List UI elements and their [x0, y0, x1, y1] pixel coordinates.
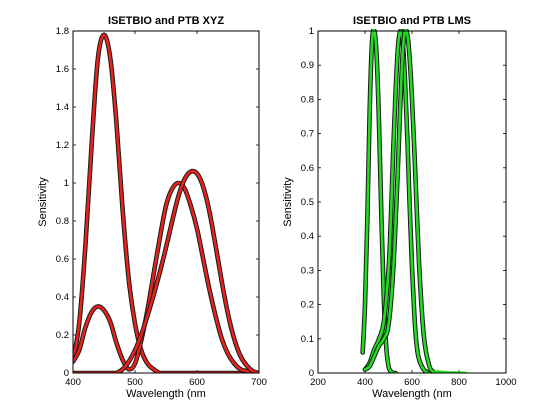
x-tick-label: 200 — [310, 377, 326, 388]
lms-chart-ylabel: Sensitivity — [282, 177, 294, 227]
y-tick-label: 1.8 — [56, 26, 69, 37]
xyz-chart-series — [73, 32, 259, 373]
x-tick-label: 1000 — [495, 377, 516, 388]
y-tick-label: 0.1 — [301, 334, 314, 345]
xyz-chart-ticks: 400 500 600 700 0 0.2 0.4 0.6 0.8 1 1.2 1.4 1.6 1.8 — [56, 26, 267, 388]
y-tick-label: 0.4 — [301, 231, 314, 242]
y-tick-label: 0.5 — [301, 197, 314, 208]
y-tick-label: 1.4 — [56, 102, 69, 113]
lms-chart: ISETBIO and PTB LMS Wavelength (nm Sensi… — [282, 15, 517, 400]
x-tick-label: 700 — [251, 377, 267, 388]
xyz-chart: ISETBIO and PTB XYZ Wavelength (nm Sensi… — [37, 15, 267, 400]
series-line — [73, 169, 259, 373]
y-tick-label: 0.9 — [301, 60, 314, 71]
lms-chart-frame — [317, 30, 507, 374]
y-tick-label: 1.6 — [56, 64, 69, 75]
y-tick-label: 0.2 — [56, 330, 69, 341]
series-line — [361, 29, 397, 373]
series-line — [363, 29, 435, 373]
lms-chart-xlabel: Wavelength (nm — [372, 388, 452, 400]
y-tick-label: 0 — [309, 368, 314, 379]
series-line — [73, 33, 259, 373]
x-tick-label: 800 — [451, 377, 467, 388]
y-tick-label: 0.3 — [301, 265, 314, 276]
series-line — [363, 29, 437, 373]
y-tick-label: 1 — [64, 178, 69, 189]
y-tick-label: 0.2 — [301, 300, 314, 311]
xyz-chart-title: ISETBIO and PTB XYZ — [108, 15, 224, 27]
x-tick-label: 400 — [65, 377, 81, 388]
y-tick-label: 1.2 — [56, 140, 69, 151]
y-tick-label: 0.8 — [301, 94, 314, 105]
lms-chart-ticks: 200 400 600 800 1000 0 0.1 0.2 0.3 0.4 0.5 0.6 0.7 0.… — [301, 26, 517, 388]
series-line — [73, 181, 259, 373]
x-tick-label: 600 — [404, 377, 420, 388]
lms-chart-series — [360, 29, 468, 373]
x-tick-label: 400 — [357, 377, 373, 388]
xyz-chart-ylabel: Sensitivity — [37, 177, 49, 227]
y-tick-label: 0.6 — [56, 254, 69, 265]
y-tick-label: 0.4 — [56, 292, 69, 303]
x-tick-label: 600 — [189, 377, 205, 388]
y-tick-label: 1 — [309, 26, 314, 37]
y-tick-label: 0 — [64, 368, 69, 379]
x-tick-label: 500 — [127, 377, 143, 388]
y-tick-label: 0.6 — [301, 163, 314, 174]
xyz-chart-xlabel: Wavelength (nm — [126, 388, 206, 400]
xyz-chart-frame — [72, 30, 260, 374]
y-tick-label: 0.7 — [301, 129, 314, 140]
lms-chart-title: ISETBIO and PTB LMS — [353, 15, 471, 27]
y-tick-label: 0.8 — [56, 216, 69, 227]
